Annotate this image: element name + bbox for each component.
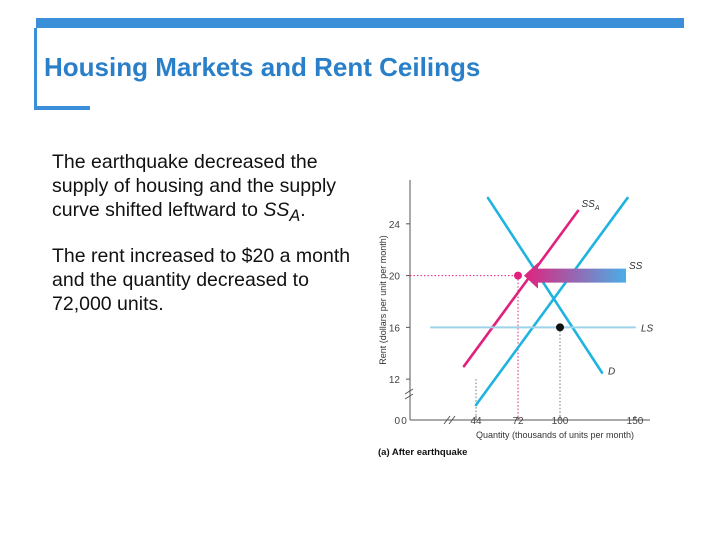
body-text: The earthquake decreased the supply of h… [52,150,352,332]
para1-ss: SS [263,199,290,221]
curve-label-ssa: SSA [582,199,600,212]
y-tick-label: 0 [394,416,400,427]
housing-market-chart: 0 12 16 20 24 0 44 72 100 150 Rent (dollars per un… [378,180,654,458]
top-accent-line [36,18,684,28]
curve-d [486,196,604,374]
curve-label-ls: LS [641,323,654,334]
equilibrium-point [556,323,564,332]
curve-label-subscript: A [594,205,600,212]
y-axis-break [404,388,414,400]
chart-caption: (a) After earthquake [378,447,467,458]
paragraph-rent-increase: The rent increased to $20 a month and th… [52,244,351,315]
x-tick-label: 0 [401,416,407,427]
chart-layer: 0 12 16 20 24 0 44 72 100 150 Rent (dollars per un… [378,180,654,458]
x-axis-label: Quantity (thousands of units per month) [476,430,634,440]
y-tick-label: 24 [389,220,401,231]
y-axis-label: Rent (dollars per unit per month) [378,235,388,365]
x-tick-label: 72 [512,416,524,427]
curve-ssa [462,209,580,368]
equilibrium-point [514,271,522,280]
x-tick-label: 100 [552,416,569,427]
para1-sub: A [289,206,301,225]
curve-label-ss: SS [629,261,643,272]
y-tick-label: 20 [389,272,401,283]
x-tick-label: 150 [627,416,644,427]
y-tick-label: 16 [389,323,401,334]
curve-ss [474,196,629,407]
slide-title: Housing Markets and Rent Ceilings [44,52,481,82]
left-accent-line [34,28,37,110]
para1-end: . [300,199,306,221]
y-tick-label: 12 [389,375,401,386]
paragraph-supply-shift: The earthquake decreased the supply of h… [52,150,352,228]
x-tick-label: 44 [470,416,482,427]
shift-arrow [524,262,626,289]
title-underline-accent [34,106,90,110]
curve-label-d: D [608,367,615,378]
para1-text: The earthquake decreased the supply of h… [52,151,337,221]
x-axis-break [443,415,456,425]
